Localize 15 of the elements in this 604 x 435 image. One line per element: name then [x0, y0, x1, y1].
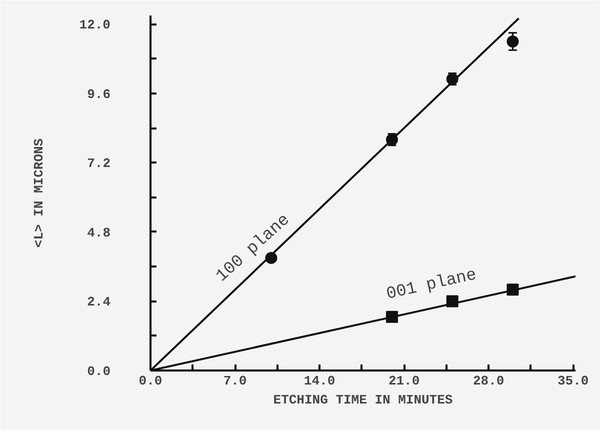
x-tick-label: 35.0	[557, 374, 589, 388]
x-tick-label: 0.0	[138, 374, 162, 388]
x-tick-label: 7.0	[223, 374, 247, 388]
y-tick-label: 9.6	[87, 86, 111, 102]
y-tick-label: 12.0	[79, 18, 111, 33]
x-tick-label: 28.0	[472, 374, 504, 388]
y-axis-title: <L> IN MICRONS	[31, 138, 46, 248]
y-tick-label: 0.0	[87, 364, 111, 379]
y-tick-label: 7.2	[87, 156, 111, 172]
y-tick-label: 4.8	[87, 225, 111, 240]
x-tick-label: 14.0	[304, 374, 336, 388]
x-axis-title: ETCHING TIME IN MINUTES	[273, 392, 453, 408]
text: 001 plane	[384, 266, 478, 305]
x-tick-label: 21.0	[388, 374, 420, 388]
y-tick-label: 2.4	[87, 294, 111, 310]
